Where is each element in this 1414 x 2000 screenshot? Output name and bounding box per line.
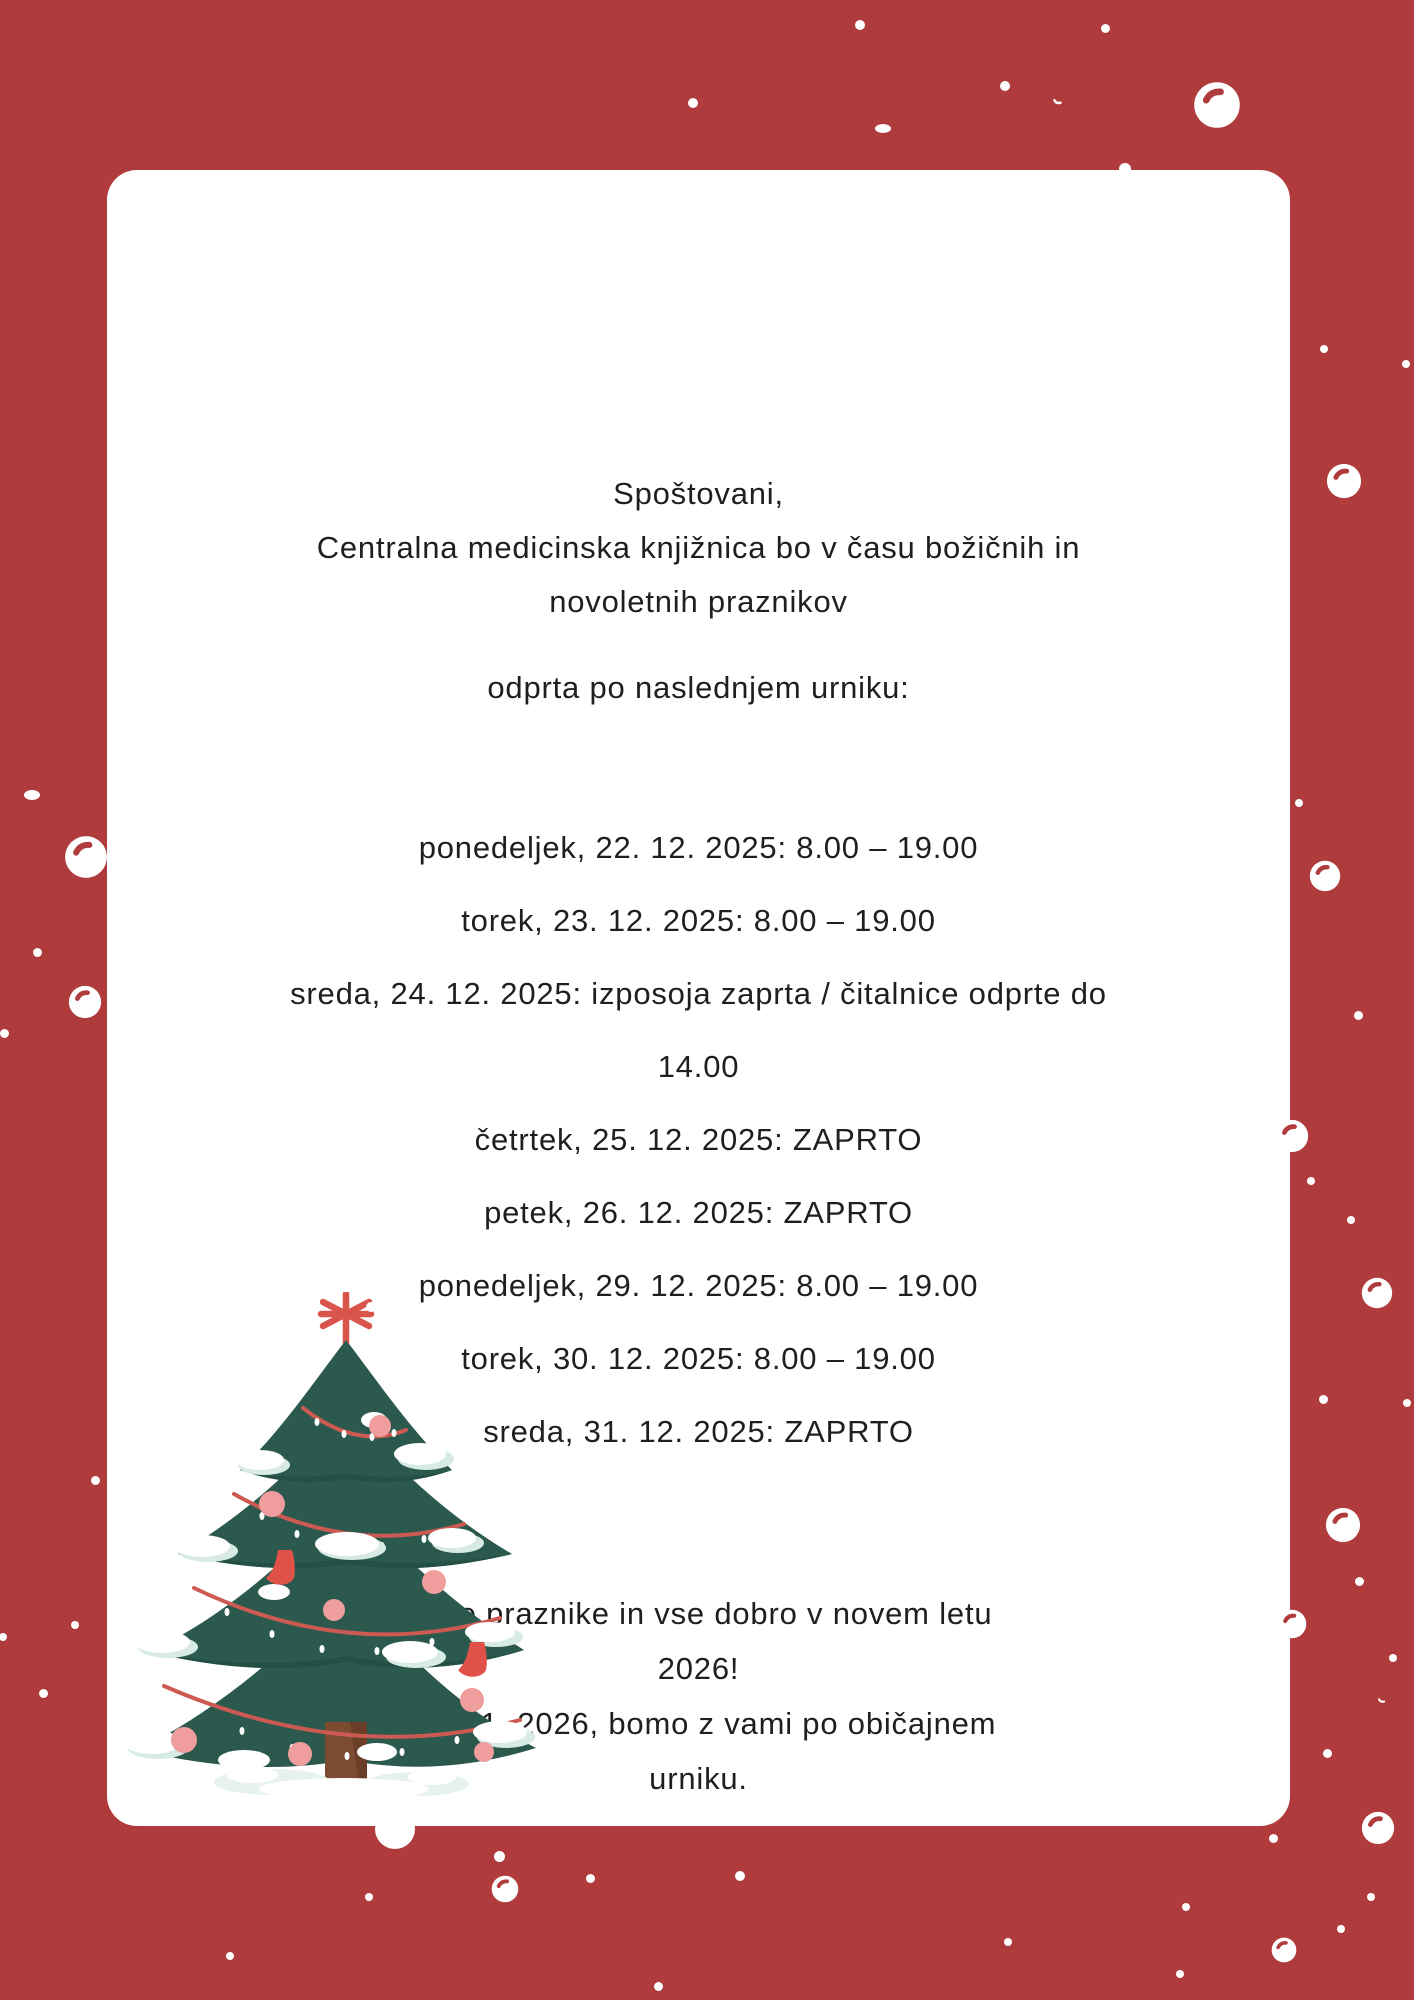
snow-dot-icon [1119,163,1131,175]
schedule-block: ponedeljek, 22. 12. 2025: 8.00 – 19.00 t… [107,811,1290,1468]
snow-dot-icon [0,1633,7,1641]
snow-ornament-icon [1275,1119,1309,1153]
schedule-line: sreda, 24. 12. 2025: izposoja zaprta / č… [290,976,1107,1011]
snow-dot-icon [875,123,891,133]
snow-dot-icon [32,947,42,957]
snow-dot-icon [1367,1893,1375,1901]
stockings [266,1550,487,1677]
snow-ornament-icon [68,985,102,1019]
snow-dot-icon [1100,23,1110,33]
snow-ornament-icon [491,1875,519,1903]
schedule-line: 14.00 [657,1049,740,1084]
snow-ornament-icon [1277,1609,1307,1639]
snow-dot-icon [585,1873,595,1883]
snow-dot-icon [1307,1177,1315,1185]
snow-dot-icon [226,1952,234,1960]
schedule-line: torek, 30. 12. 2025: 8.00 – 19.00 [461,1341,936,1376]
snow-dot-icon [1000,81,1010,91]
snow-dot-icon [1353,1010,1363,1020]
snow-dot-icon [653,1981,663,1991]
snow-dot-icon [71,1621,79,1629]
schedule-heading: odprta po naslednjem urniku: [487,670,910,705]
intro-line: Centralna medicinska knjižnica bo v času… [316,530,1081,565]
christmas-tree-illustration [123,1292,536,1800]
closing-line: 2026! [657,1651,740,1686]
schedule-line: ponedeljek, 29. 12. 2025: 8.00 – 19.00 [418,1268,979,1303]
snow-dot-icon [1268,1833,1278,1843]
snow-dot-icon [365,1893,373,1901]
snow-dot-icon [24,790,40,800]
snow-ornament-icon [1361,1277,1393,1309]
snow-dot-icon [1004,1938,1012,1946]
snow-dot-icon [375,1809,415,1849]
snow-ornament-icon [1193,81,1241,129]
snow-dot-icon [1322,1748,1332,1758]
snow-dot-icon [1182,1903,1190,1911]
snow-dot-icon [1389,1654,1397,1662]
snow-ornament-icon [1309,860,1341,892]
snow-dot-icon [855,20,865,30]
snow-dot-icon [688,98,698,108]
intro-line: novoletnih praznikov [549,584,848,619]
intro-block: Spoštovani, Centralna medicinska knjižni… [107,467,1290,629]
snow-dot-icon [90,1475,100,1485]
snow-base [214,1767,469,1800]
snow-ornament-icon [64,835,108,879]
snow-crescent-icon [1376,1694,1388,1706]
snow-dot-icon [493,1850,505,1862]
closing-line: urniku. [649,1761,748,1796]
schedule-line: četrtek, 25. 12. 2025: ZAPRTO [474,1122,923,1157]
snow-ornament-icon [1326,463,1362,499]
snow-ornament-icon [1325,1507,1361,1543]
snow-dot-icon [735,1871,745,1881]
schedule-line: torek, 23. 12. 2025: 8.00 – 19.00 [461,903,936,938]
snow-crescent-icon [1051,94,1065,108]
snow-dot-icon [1295,799,1303,807]
snow-ornament-icon [1361,1811,1395,1845]
snow-dot-icon [1403,1399,1411,1407]
ornaments [171,1415,494,1766]
snow-dot-icon [0,1028,9,1038]
snow-dot-icon [38,1688,48,1698]
schedule-line: sreda, 31. 12. 2025: ZAPRTO [483,1414,914,1449]
snow-dot-icon [1337,1925,1345,1933]
snow-dot-icon [1354,1576,1364,1586]
snow-dot-icon [1176,1970,1184,1978]
schedule-line: petek, 26. 12. 2025: ZAPRTO [484,1195,913,1230]
snow-ornament-icon [1271,1937,1297,1963]
snow-dot-icon [1402,360,1410,368]
schedule-line: ponedeljek, 22. 12. 2025: 8.00 – 19.00 [418,830,979,865]
snow-patches [123,1412,535,1770]
snow-dot-icon [1318,1394,1328,1404]
snow-dot-icon [1347,1216,1355,1224]
snow-dot-icon [1320,345,1328,353]
greeting-line: Spoštovani, [613,476,784,511]
